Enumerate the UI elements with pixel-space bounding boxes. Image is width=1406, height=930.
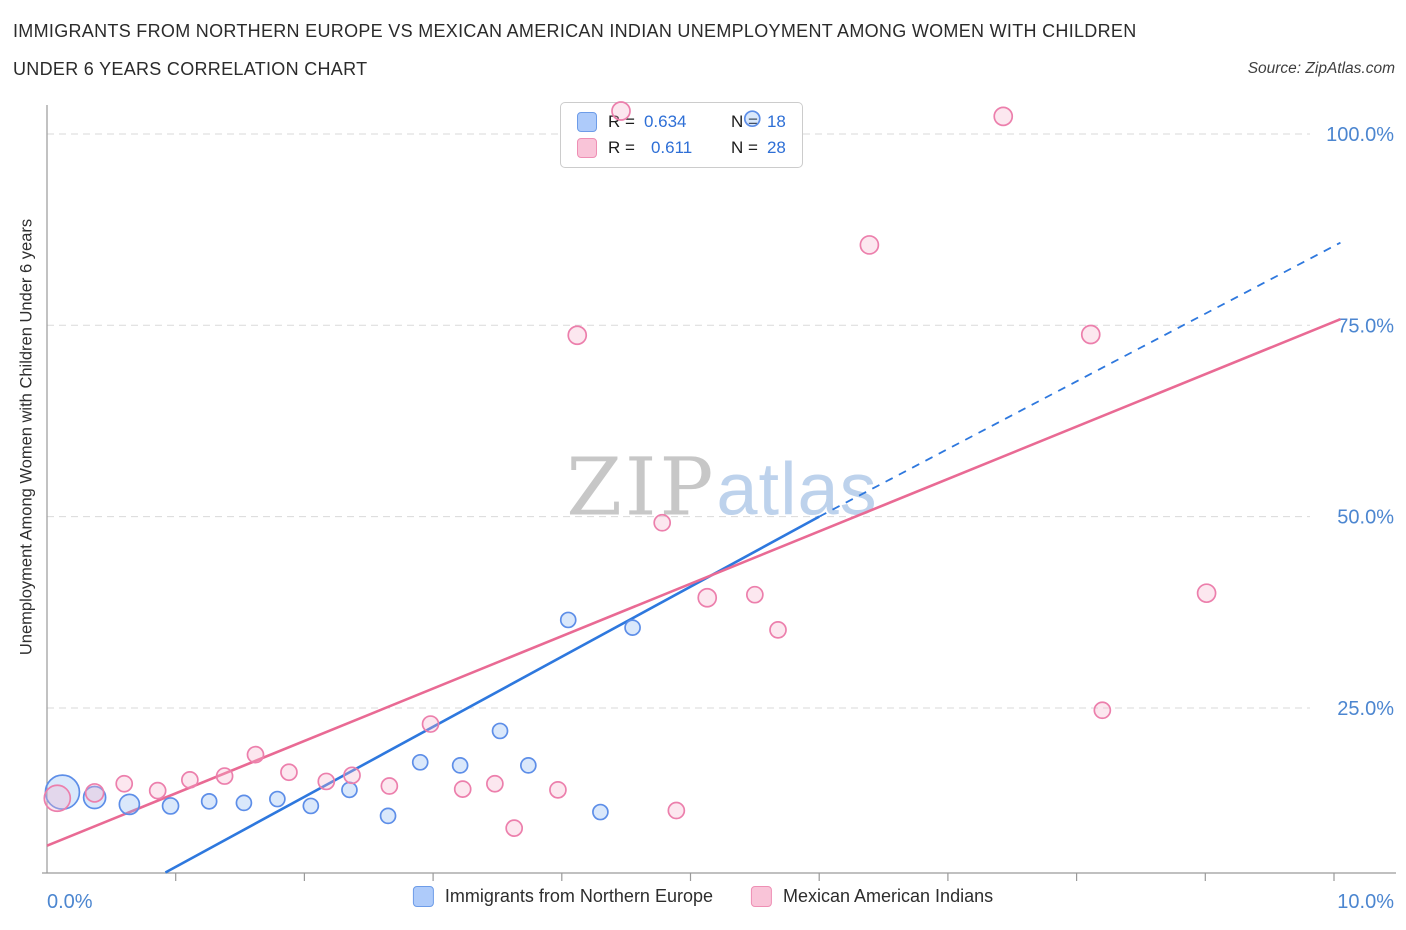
blue-series-swatch bbox=[412, 886, 434, 907]
watermark-zip: ZIP bbox=[566, 440, 717, 534]
r-value-blue: 0.634 bbox=[643, 112, 687, 131]
r-stat-blue: R = 0.634 bbox=[608, 112, 720, 132]
legend-row-mexican-american-indians: R = 0.611 N = 28 bbox=[577, 138, 786, 158]
watermark: ZIPatlas bbox=[566, 441, 877, 534]
y-tick-label: 25.0% bbox=[1337, 698, 1394, 720]
trend-line-dashed-blue bbox=[818, 241, 1341, 518]
x-min-label: 0.0% bbox=[47, 891, 93, 913]
y-tick-label: 100.0% bbox=[1326, 124, 1394, 146]
y-axis-title: Unemployment Among Women with Children U… bbox=[17, 218, 36, 656]
r-label: R = bbox=[608, 138, 635, 157]
trend-line-pink bbox=[46, 317, 1341, 847]
n-value-blue: 18 bbox=[766, 112, 786, 131]
series-legend: Immigrants from Northern Europe Mexican … bbox=[412, 886, 994, 907]
n-label: N = bbox=[731, 138, 758, 157]
r-label: R = bbox=[608, 112, 635, 131]
y-tick-label: 75.0% bbox=[1337, 315, 1394, 337]
chart-title-line1: IMMIGRANTS FROM NORTHERN EUROPE VS MEXIC… bbox=[13, 21, 1137, 41]
series-legend-item-blue: Immigrants from Northern Europe bbox=[412, 886, 713, 907]
pink-series-swatch bbox=[750, 886, 772, 907]
n-value-pink: 28 bbox=[766, 138, 786, 157]
x-max-label: 10.0% bbox=[1337, 891, 1394, 913]
chart-title-line2: UNDER 6 YEARS CORRELATION CHART bbox=[13, 59, 368, 79]
r-value-pink: 0.611 bbox=[650, 138, 693, 157]
n-label: N = bbox=[731, 112, 758, 131]
series-legend-item-pink: Mexican American Indians bbox=[750, 886, 994, 907]
n-stat-pink: N = 28 bbox=[731, 138, 786, 158]
correlation-legend-box: R = 0.634 N = 18 R = 0.611 N = 28 bbox=[560, 102, 803, 168]
chart-title: IMMIGRANTS FROM NORTHERN EUROPE VS MEXIC… bbox=[13, 12, 1137, 88]
y-tick-label: 50.0% bbox=[1337, 507, 1394, 529]
n-stat-blue: N = 18 bbox=[731, 112, 786, 132]
series-legend-label-blue: Immigrants from Northern Europe bbox=[444, 886, 713, 906]
source-attribution: Source: ZipAtlas.com bbox=[1247, 60, 1395, 77]
blue-series-swatch bbox=[577, 112, 597, 132]
legend-row-northern-europe: R = 0.634 N = 18 bbox=[577, 112, 786, 132]
pink-series-swatch bbox=[577, 138, 597, 158]
r-stat-pink: R = 0.611 bbox=[608, 138, 720, 158]
series-legend-label-pink: Mexican American Indians bbox=[782, 886, 994, 906]
